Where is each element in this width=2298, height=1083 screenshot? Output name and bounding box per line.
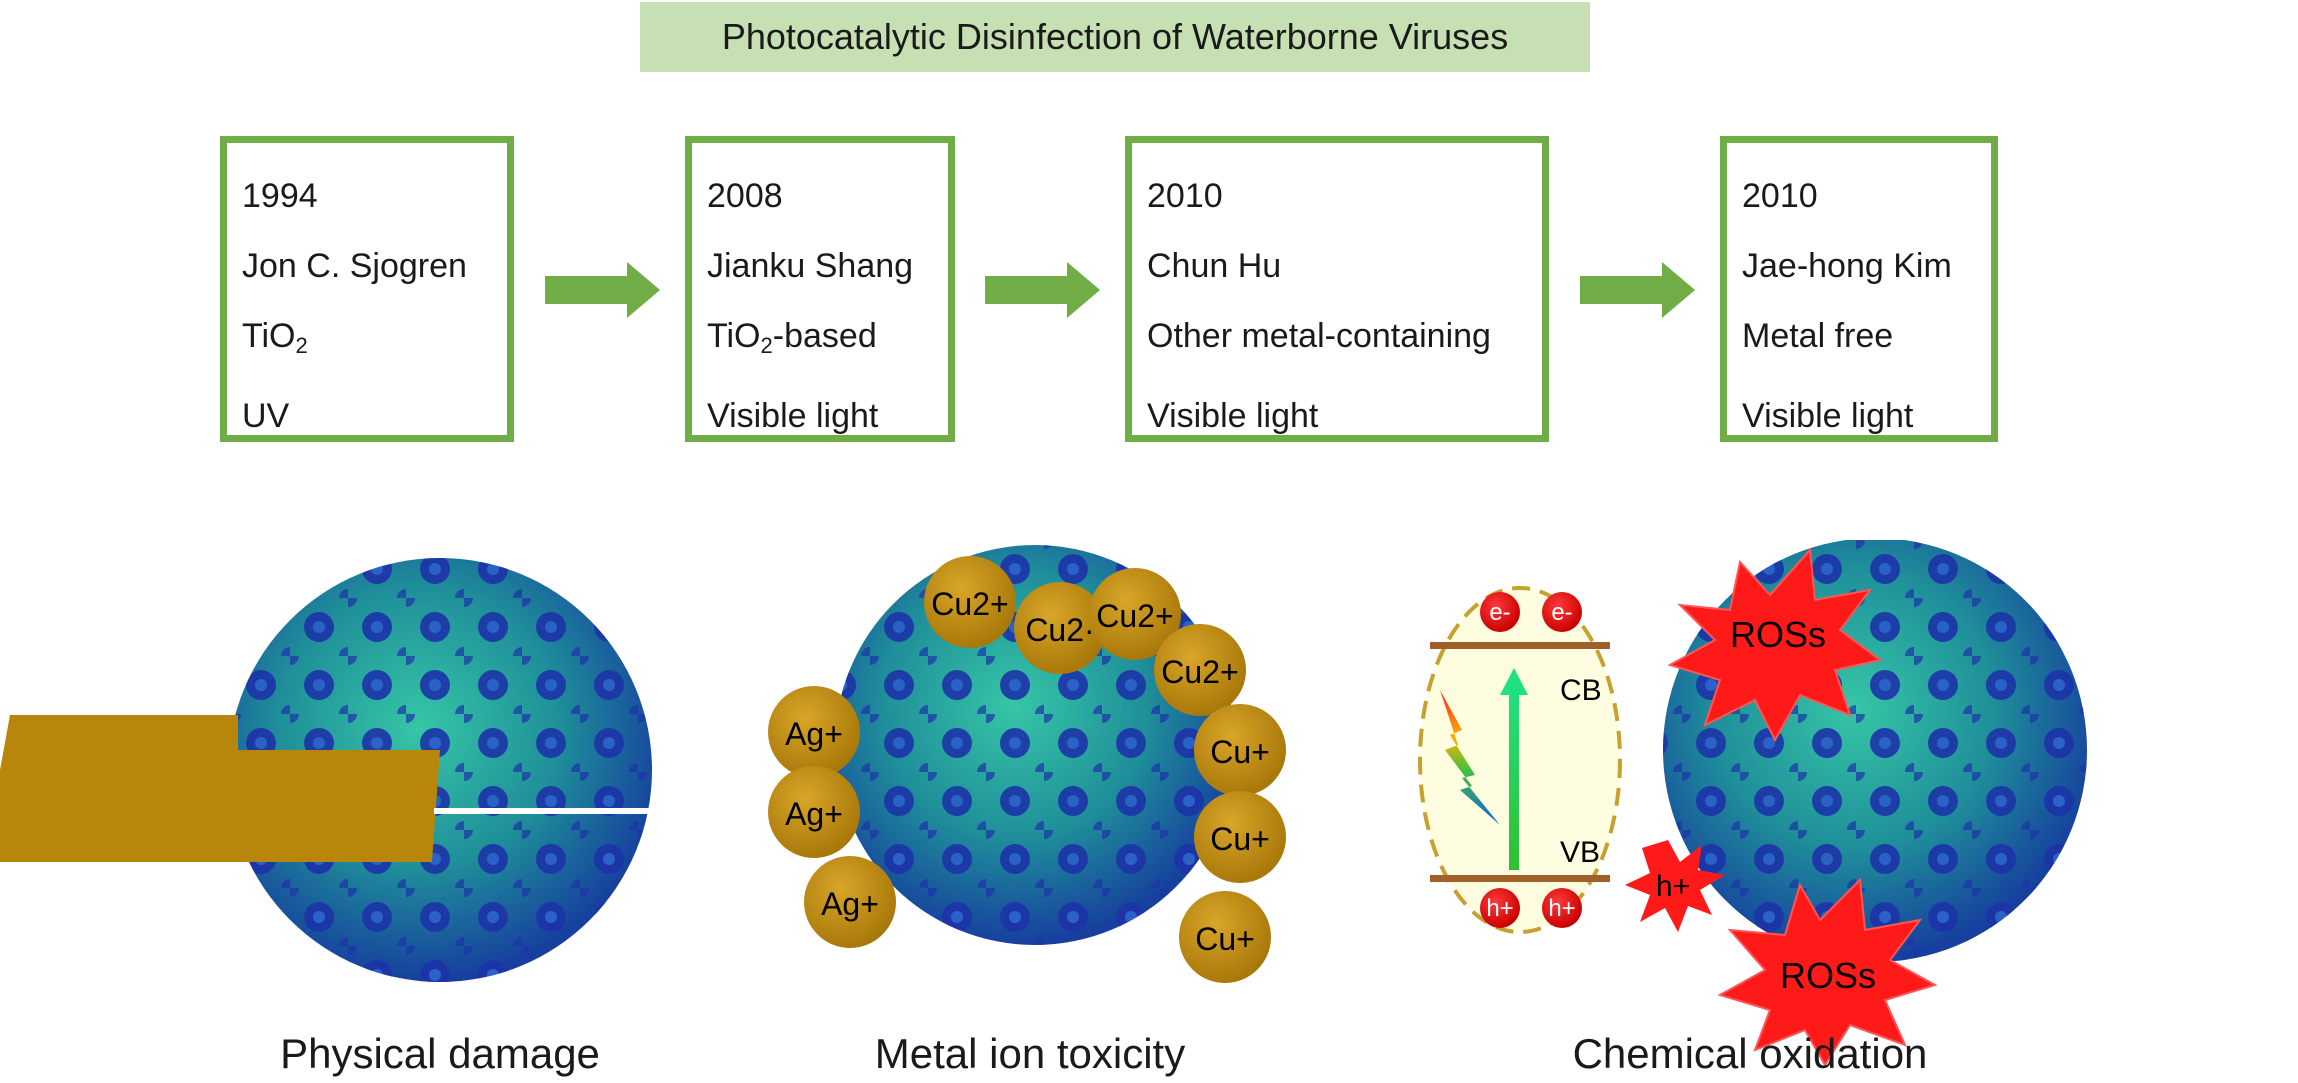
svg-text:h+: h+ xyxy=(1656,870,1690,903)
cu2-ion: Cu2+ xyxy=(924,556,1016,648)
light-bolt-icon xyxy=(1440,690,1500,825)
svg-text:Cu2+: Cu2+ xyxy=(1096,598,1173,634)
timeline-light: Visible light xyxy=(1742,397,1914,435)
right-arrow-icon xyxy=(545,262,660,318)
timeline-year: 2010 xyxy=(1147,177,1223,215)
timeline-box-1994: 1994 Jon C. Sjogren TiO2 UV xyxy=(220,136,514,442)
svg-text:Cu2+: Cu2+ xyxy=(931,586,1008,622)
svg-text:h+: h+ xyxy=(1486,895,1513,922)
caption-metal-ion-toxicity: Metal ion toxicity xyxy=(874,1030,1186,1077)
hole: h+ xyxy=(1542,888,1582,928)
cu2-ion: Cu2· xyxy=(1014,582,1106,674)
timeline-material: TiO2 xyxy=(242,317,308,358)
svg-text:e-: e- xyxy=(1551,599,1572,626)
timeline-year: 2010 xyxy=(1742,177,1818,215)
timeline-author: Jianku Shang xyxy=(707,247,914,285)
hole: h+ xyxy=(1480,888,1520,928)
svg-text:Cu+: Cu+ xyxy=(1210,821,1270,857)
timeline-author: Chun Hu xyxy=(1147,247,1282,285)
timeline-light: UV xyxy=(242,397,290,435)
ag1-ion: Ag+ xyxy=(768,766,860,858)
blade-shape xyxy=(0,715,440,862)
svg-text:Ag+: Ag+ xyxy=(785,796,843,832)
cb-label: CB xyxy=(1560,674,1602,707)
timeline-author: Jon C. Sjogren xyxy=(242,247,467,285)
chemical-oxidation-virus xyxy=(1663,540,2087,962)
timeline-box-2010-kim: 2010 Jae-hong Kim Metal free Visible lig… xyxy=(1720,136,1998,442)
timeline-material: TiO2-based xyxy=(707,317,877,358)
cu2-ion: Cu2+ xyxy=(1154,624,1246,716)
svg-text:h+: h+ xyxy=(1548,895,1575,922)
ros-label: ROSs xyxy=(1780,955,1876,996)
svg-text:Cu+: Cu+ xyxy=(1210,734,1270,770)
timeline-material: Other metal-containing xyxy=(1147,317,1491,355)
timeline-light: Visible light xyxy=(1147,397,1319,435)
timeline-author: Jae-hong Kim xyxy=(1742,247,1952,285)
right-arrow-icon xyxy=(1580,262,1695,318)
cu1-ion: Cu+ xyxy=(1194,704,1286,796)
timeline-light: Visible light xyxy=(707,397,879,435)
caption-chemical-oxidation: Chemical oxidation xyxy=(1572,1030,1928,1077)
right-arrow-icon xyxy=(985,262,1100,318)
electron: e- xyxy=(1542,592,1582,632)
svg-text:Cu+: Cu+ xyxy=(1195,921,1255,957)
hole-burst: h+ xyxy=(1625,840,1725,932)
timeline-year: 1994 xyxy=(242,177,318,215)
ros-burst: ROSs xyxy=(1667,547,1883,743)
vb-label: VB xyxy=(1560,836,1600,869)
photocatalyst-particle: CB VB e- e- h+ h+ xyxy=(1418,586,1622,934)
timeline-year: 2008 xyxy=(707,177,783,215)
ag1-ion: Ag+ xyxy=(768,686,860,778)
title-banner: Photocatalytic Disinfection of Waterborn… xyxy=(640,2,1590,72)
ros-burst: ROSs xyxy=(1717,877,1938,1067)
timeline-box-2010-hu: 2010 Chun Hu Other metal-containing Visi… xyxy=(1125,136,1549,442)
mechanisms-illustration: Cu2+ Cu2· Cu2+ Cu2+ Cu+ Cu+ Cu+ Ag+ Ag+ … xyxy=(0,540,2087,1067)
ag1-ion: Ag+ xyxy=(804,856,896,948)
caption-physical-damage: Physical damage xyxy=(280,1030,600,1077)
svg-text:Ag+: Ag+ xyxy=(821,886,879,922)
svg-text:Cu2+: Cu2+ xyxy=(1161,654,1238,690)
svg-text:e-: e- xyxy=(1489,599,1510,626)
page-title: Photocatalytic Disinfection of Waterborn… xyxy=(721,16,1509,57)
excitation-arrow-icon xyxy=(1500,668,1528,695)
ros-label: ROSs xyxy=(1730,614,1826,655)
svg-text:Ag+: Ag+ xyxy=(785,716,843,752)
timeline-material: Metal free xyxy=(1742,317,1894,355)
timeline-box-2008: 2008 Jianku Shang TiO2-based Visible lig… xyxy=(685,136,955,442)
cu1-ion: Cu+ xyxy=(1179,891,1271,983)
cu1-ion: Cu+ xyxy=(1194,791,1286,883)
svg-text:Cu2·: Cu2· xyxy=(1025,612,1094,648)
cu2-ion: Cu2+ xyxy=(1089,568,1181,660)
electron: e- xyxy=(1480,592,1520,632)
physical-damage-virus xyxy=(228,558,652,982)
